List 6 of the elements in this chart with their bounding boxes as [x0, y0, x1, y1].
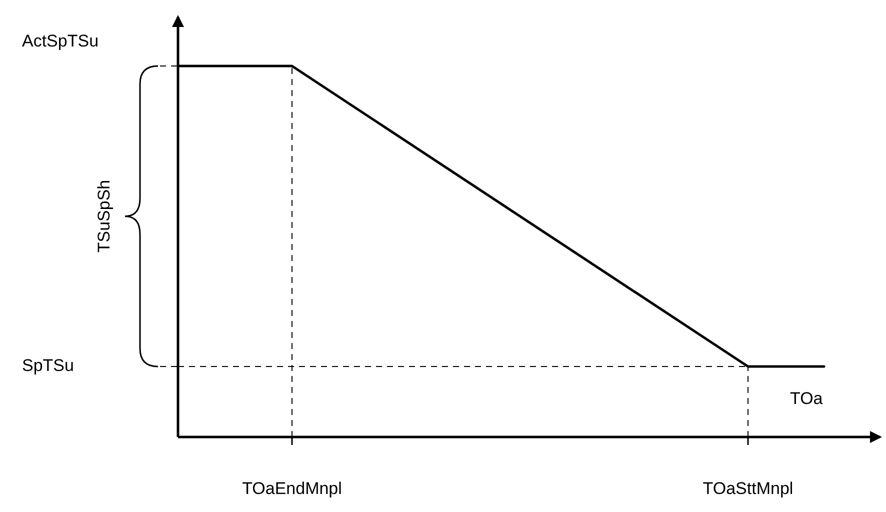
- x-axis-title: TOa: [790, 389, 824, 408]
- text: SpTSu: [22, 356, 74, 375]
- x-tick-label: TOaSttMnpl: [702, 479, 794, 498]
- text: TSuSpSh: [94, 180, 114, 253]
- x-tick-label: TOaEndMnpl: [242, 479, 342, 498]
- text: ActSpTSu: [22, 31, 99, 50]
